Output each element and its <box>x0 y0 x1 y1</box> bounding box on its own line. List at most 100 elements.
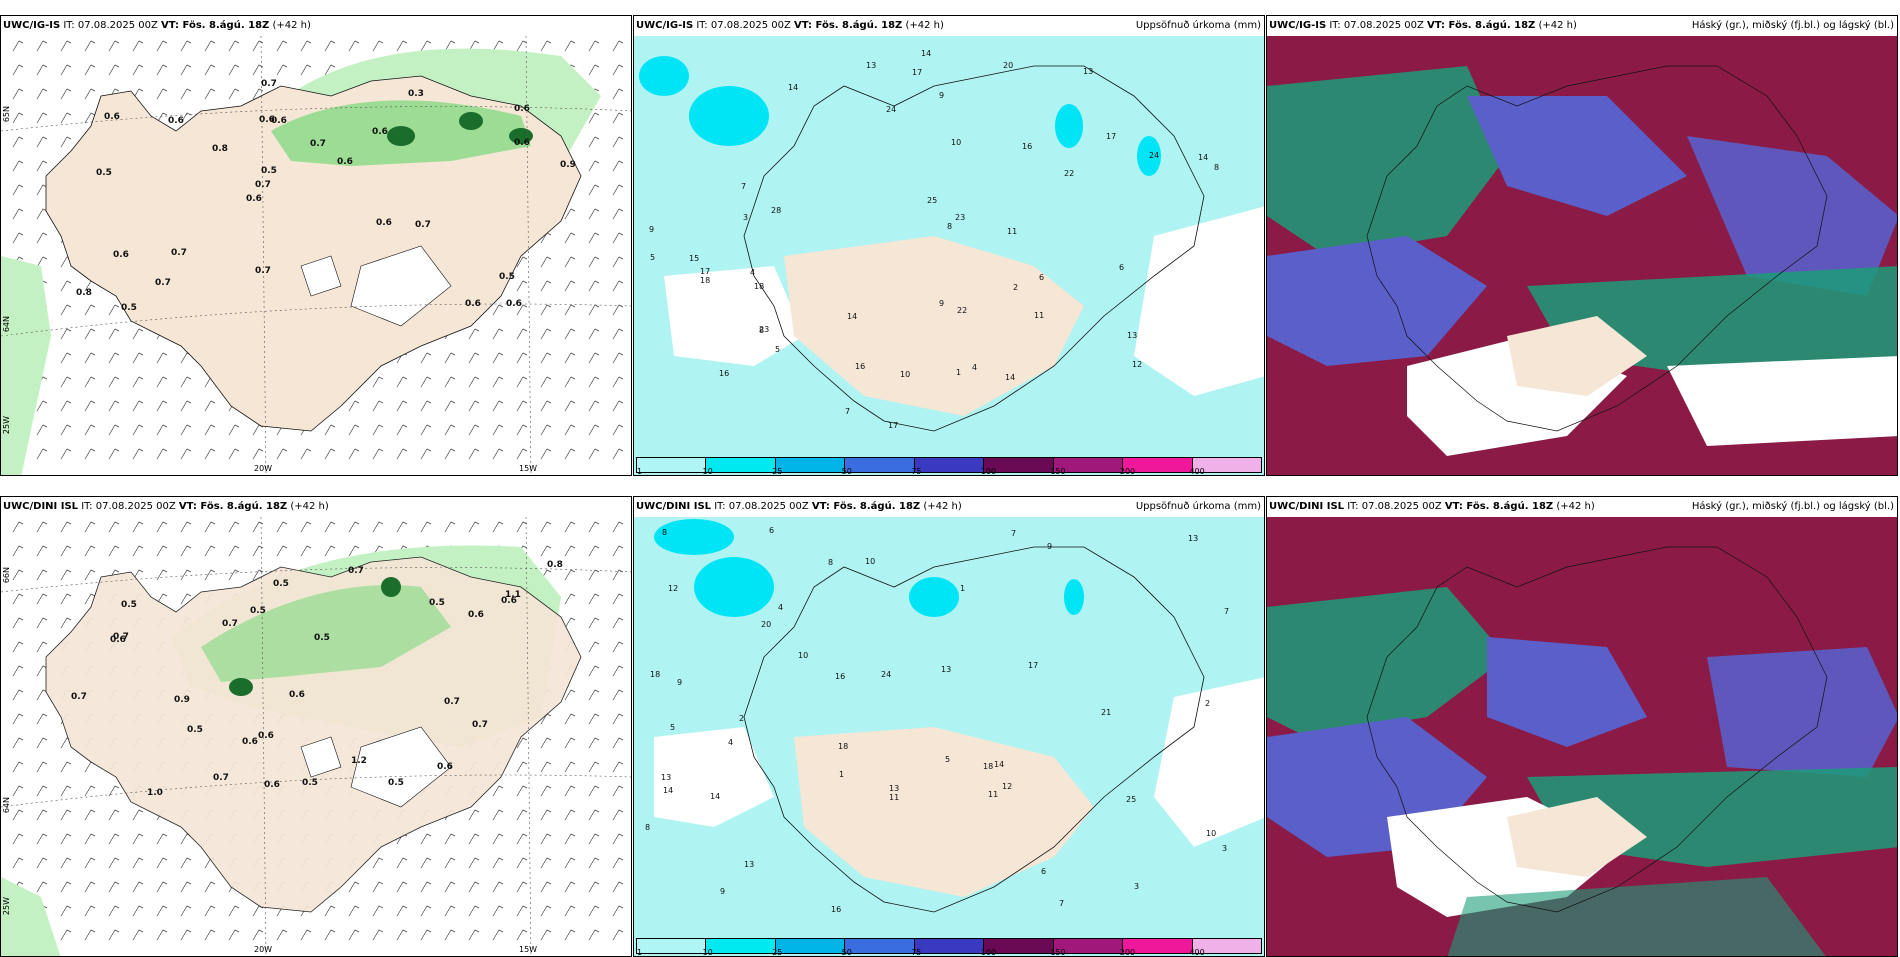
wind-barb <box>348 521 360 533</box>
precip-dark-cell <box>229 678 253 696</box>
wind-barb <box>468 857 480 869</box>
wind-barb <box>444 833 456 845</box>
accum-value-label: 18 <box>650 670 660 679</box>
wind-barb <box>84 376 96 388</box>
precip-value-label: 0.5 <box>302 778 318 788</box>
wind-barb <box>372 448 384 460</box>
wind-barb <box>60 521 72 533</box>
wind-barb <box>420 400 432 412</box>
wind-barb <box>60 785 72 797</box>
model-name: UWC/DINI ISL <box>3 501 79 512</box>
accum-value-label: 3 <box>743 213 748 222</box>
wind-barb <box>84 929 96 941</box>
accum-strong-cell <box>689 86 769 146</box>
accum-value-label: 8 <box>662 528 667 537</box>
colorbar-swatch <box>984 458 1054 472</box>
low-cloud-area <box>1267 66 1507 256</box>
accum-map: 1291311182421141613131814132510171416201… <box>634 517 1264 956</box>
wind-barb <box>204 64 216 76</box>
wind-barb <box>492 328 504 340</box>
accum-value-label: 16 <box>719 369 729 378</box>
wind-barb <box>372 905 384 917</box>
wind-barb <box>60 881 72 893</box>
wind-barb <box>84 400 96 412</box>
wind-barb <box>588 929 600 941</box>
iceland-coast <box>743 65 1205 432</box>
accum-value-label: 13 <box>1127 331 1137 340</box>
wind-barb <box>612 304 624 316</box>
colorbar-tick-label: 150 <box>1050 467 1066 476</box>
wind-barb <box>420 424 432 436</box>
wind-barb <box>36 545 48 557</box>
wind-barb <box>588 881 600 893</box>
precip-value-label: 0.6 <box>168 116 184 126</box>
wind-barb <box>180 376 192 388</box>
wind-barb <box>84 448 96 460</box>
wind-barb <box>108 400 120 412</box>
accum-value-label: 18 <box>754 282 764 291</box>
wind-barb <box>156 857 168 869</box>
init-time: IT: 07.08.2025 00Z <box>1326 20 1428 31</box>
no-precip-area <box>664 266 804 366</box>
colorbar-swatch <box>1192 458 1261 472</box>
wind-barb <box>108 40 120 52</box>
wind-barb <box>180 905 192 917</box>
wind-barb <box>612 400 624 412</box>
wind-barb <box>516 304 528 316</box>
wind-barb <box>468 809 480 821</box>
wind-barb <box>300 448 312 460</box>
wind-barb <box>564 40 576 52</box>
wind-barb <box>300 545 312 557</box>
wind-barb <box>540 761 552 773</box>
precip-map: 0.60.60.71.00.50.70.81.11.20.60.5 0.5 0.60… <box>1 517 631 956</box>
wind-barb <box>516 737 528 749</box>
wind-barb <box>564 737 576 749</box>
wind-barb <box>588 112 600 124</box>
wind-barb <box>588 232 600 244</box>
colorbar-tick-label: 150 <box>1050 948 1066 957</box>
accum-value-label: 22 <box>957 306 967 315</box>
wind-barb <box>564 256 576 268</box>
wind-barb <box>492 400 504 412</box>
wind-barb <box>84 857 96 869</box>
wind-barb <box>276 521 288 533</box>
wind-barb <box>588 521 600 533</box>
colorbar-labels: 1 10 25 50 75 100 150 200 400 <box>636 947 1262 957</box>
wind-barb <box>540 40 552 52</box>
wind-barb <box>372 40 384 52</box>
wind-barb <box>12 617 24 629</box>
wind-barb <box>84 785 96 797</box>
wind-barb <box>468 424 480 436</box>
colorbar-tick-label: 25 <box>772 948 783 957</box>
init-time: IT: 07.08.2025 00Z <box>693 20 795 31</box>
wind-barb <box>588 689 600 701</box>
wind-barb <box>492 304 504 316</box>
accum-value-label: 10 <box>900 370 910 379</box>
accum-value-label: 10 <box>865 557 875 566</box>
precip-light-area-2 <box>1 256 51 475</box>
no-precip-area <box>1154 677 1264 847</box>
colorbar-swatch <box>1123 458 1193 472</box>
wind-barb <box>300 64 312 76</box>
wind-barb <box>564 424 576 436</box>
grid-lines <box>1 36 631 475</box>
wind-barb <box>60 857 72 869</box>
wind-barb <box>36 424 48 436</box>
wind-barb <box>540 809 552 821</box>
precip-value-label: 0.6 <box>258 731 274 741</box>
wind-barb <box>252 88 264 100</box>
wind-barb <box>564 809 576 821</box>
wind-barb <box>276 448 288 460</box>
land-clear-area <box>1507 316 1647 396</box>
wind-barb <box>588 400 600 412</box>
wind-barb <box>516 376 528 388</box>
wind-barb <box>132 521 144 533</box>
wind-barb <box>612 713 624 725</box>
wind-barb <box>372 929 384 941</box>
accum-value-label: 25 <box>1126 795 1136 804</box>
clear-area <box>1447 877 1826 956</box>
wind-barb <box>348 929 360 941</box>
wind-barb <box>132 448 144 460</box>
precip-dark-cell <box>459 112 483 130</box>
wind-barb <box>36 232 48 244</box>
